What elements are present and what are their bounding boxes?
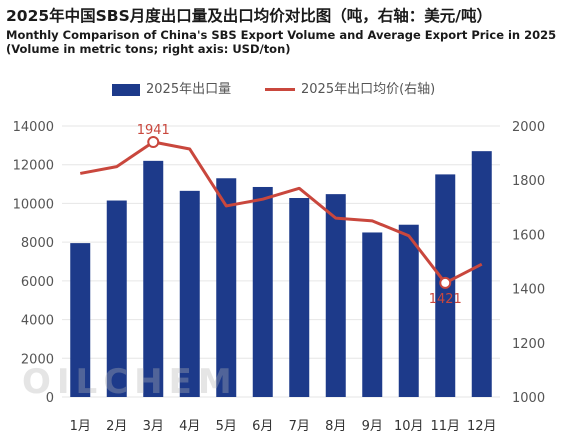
x-tick-label: 12月 xyxy=(467,419,497,434)
legend-item-volume: 2025年出口量 xyxy=(112,80,231,100)
chart-title: 2025年中国SBS月度出口量及出口均价对比图（吨，右轴：美元/吨） xyxy=(6,7,492,25)
chart-subtitle-units: (Volume in metric tons; right axis: USD/… xyxy=(6,42,291,56)
watermark-logo: OILCHEM xyxy=(22,362,238,402)
legend: 2025年出口量 2025年出口均价(右轴) xyxy=(0,80,561,102)
data-point-marker xyxy=(439,276,452,289)
x-tick-label: 4月 xyxy=(179,419,200,434)
x-tick-label: 3月 xyxy=(143,419,164,434)
bar xyxy=(106,200,127,397)
x-tick-label: 8月 xyxy=(325,419,346,434)
x-tick-label: 11月 xyxy=(430,419,460,434)
x-tick-label: 9月 xyxy=(362,419,383,434)
data-label: 1941 xyxy=(137,123,170,138)
bar xyxy=(325,194,346,397)
y-right-tick-label: 2000 xyxy=(512,120,545,135)
y-left-tick-label: 10000 xyxy=(13,197,54,212)
bar xyxy=(289,198,310,397)
y-left-tick-label: 14000 xyxy=(13,120,54,135)
y-left-tick-label: 12000 xyxy=(13,159,54,174)
y-left-tick-label: 4000 xyxy=(21,314,54,329)
bar xyxy=(216,178,237,397)
y-left-tick-label: 0 xyxy=(46,391,54,406)
bar xyxy=(179,190,200,397)
bar xyxy=(471,151,492,397)
y-right-tick-label: 1600 xyxy=(512,228,545,243)
bar xyxy=(398,224,419,397)
x-tick-label: 2月 xyxy=(106,419,127,434)
data-point-marker xyxy=(147,135,160,148)
y-right-tick-label: 1800 xyxy=(512,174,545,189)
bar xyxy=(143,160,164,397)
data-label: 1421 xyxy=(429,292,462,307)
legend-item-price: 2025年出口均价(右轴) xyxy=(265,80,435,100)
y-left-tick-label: 8000 xyxy=(21,236,54,251)
bar xyxy=(70,243,91,397)
x-tick-label: 7月 xyxy=(289,419,310,434)
bar xyxy=(362,232,383,397)
y-right-tick-label: 1000 xyxy=(512,391,545,406)
legend-swatch-bar xyxy=(112,83,140,96)
series-line-price xyxy=(79,140,483,285)
x-tick-label: 5月 xyxy=(216,419,237,434)
y-left-tick-label: 6000 xyxy=(21,275,54,290)
y-right-tick-label: 1200 xyxy=(512,337,545,352)
y-right-tick-label: 1400 xyxy=(512,283,545,298)
x-tick-label: 6月 xyxy=(252,419,273,434)
bar xyxy=(252,186,273,397)
chart-subtitle-en: Monthly Comparison of China's SBS Export… xyxy=(6,28,557,42)
x-tick-label: 10月 xyxy=(394,419,424,434)
legend-label-volume: 2025年出口量 xyxy=(146,82,232,97)
x-tick-label: 1月 xyxy=(70,419,91,434)
legend-label-price: 2025年出口均价(右轴) xyxy=(301,82,436,97)
y-left-tick-label: 2000 xyxy=(21,352,54,367)
legend-swatch-line xyxy=(265,88,295,91)
